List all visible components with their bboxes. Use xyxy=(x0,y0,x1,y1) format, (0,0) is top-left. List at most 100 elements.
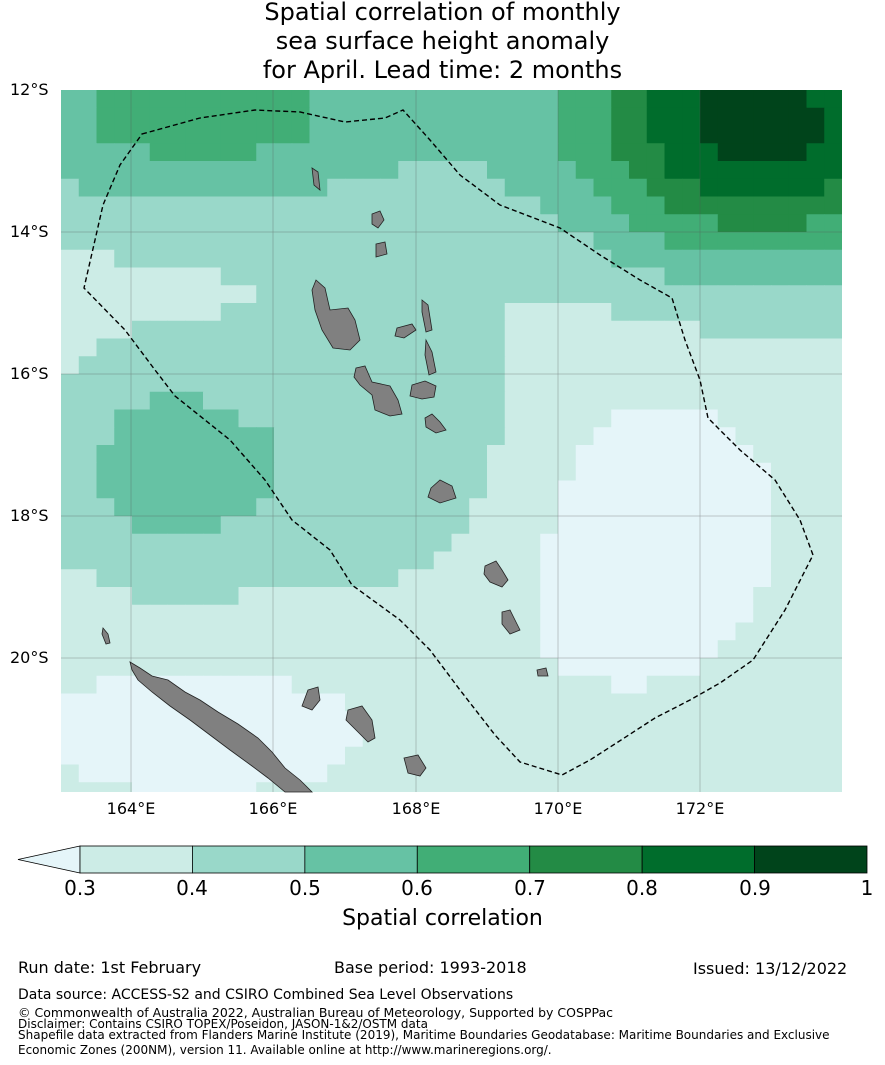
correlation-cell xyxy=(753,729,772,748)
correlation-cell xyxy=(185,232,204,251)
correlation-cell xyxy=(504,214,523,233)
correlation-cell xyxy=(220,445,239,464)
correlation-cell xyxy=(575,409,594,428)
correlation-cell xyxy=(451,533,470,552)
correlation-cell xyxy=(504,640,523,659)
correlation-cell xyxy=(327,782,346,792)
correlation-cell xyxy=(362,267,381,286)
correlation-cell xyxy=(717,658,736,677)
colorbar-segment xyxy=(754,845,868,874)
correlation-cell xyxy=(806,569,825,588)
correlation-cell xyxy=(61,320,80,339)
correlation-cell xyxy=(753,267,772,286)
correlation-cell xyxy=(753,409,772,428)
correlation-cell xyxy=(824,640,842,659)
correlation-cell xyxy=(753,764,772,783)
correlation-cell xyxy=(309,391,328,410)
correlation-cell xyxy=(167,267,186,286)
correlation-cell xyxy=(522,480,541,499)
correlation-cell xyxy=(78,90,97,109)
correlation-cell xyxy=(593,604,612,623)
correlation-cell xyxy=(203,356,222,375)
correlation-cell xyxy=(771,782,790,792)
correlation-cell xyxy=(96,587,115,606)
correlation-cell xyxy=(185,391,204,410)
correlation-cell xyxy=(167,622,186,641)
correlation-cell xyxy=(469,746,488,765)
correlation-cell xyxy=(771,658,790,677)
correlation-cell xyxy=(487,90,506,109)
correlation-cell xyxy=(220,498,239,517)
correlation-cell xyxy=(96,445,115,464)
correlation-cell xyxy=(220,196,239,215)
correlation-cell xyxy=(96,303,115,322)
correlation-cell xyxy=(451,356,470,375)
correlation-cell xyxy=(558,551,577,570)
correlation-cell xyxy=(451,125,470,144)
correlation-cell xyxy=(114,569,133,588)
correlation-cell xyxy=(522,267,541,286)
correlation-cell xyxy=(238,303,257,322)
correlation-cell xyxy=(114,764,133,783)
correlation-cell xyxy=(256,161,275,180)
correlation-cell xyxy=(487,232,506,251)
correlation-cell xyxy=(291,338,310,357)
correlation-cell xyxy=(682,711,701,730)
correlation-cell xyxy=(61,232,80,251)
lat-label-16s: 16°S xyxy=(10,364,49,383)
correlation-cell xyxy=(771,356,790,375)
correlation-cell xyxy=(380,516,399,535)
correlation-cell xyxy=(806,356,825,375)
correlation-cell xyxy=(700,622,719,641)
correlation-cell xyxy=(664,498,683,517)
correlation-cell xyxy=(806,143,825,162)
correlation-cell xyxy=(185,374,204,393)
correlation-cell xyxy=(309,267,328,286)
correlation-cell xyxy=(824,604,842,623)
correlation-cell xyxy=(362,161,381,180)
correlation-cell xyxy=(416,232,435,251)
correlation-cell xyxy=(753,285,772,304)
correlation-cell xyxy=(256,604,275,623)
correlation-cell xyxy=(327,214,346,233)
correlation-cell xyxy=(398,729,417,748)
correlation-cell xyxy=(451,569,470,588)
correlation-cell xyxy=(362,303,381,322)
correlation-cell xyxy=(753,658,772,677)
correlation-cell xyxy=(717,569,736,588)
correlation-cell xyxy=(416,143,435,162)
correlation-cell xyxy=(274,622,293,641)
correlation-cell xyxy=(96,143,115,162)
correlation-cell xyxy=(203,285,222,304)
correlation-cell xyxy=(203,462,222,481)
correlation-cell xyxy=(132,391,151,410)
correlation-cell xyxy=(61,498,80,517)
correlation-cell xyxy=(717,267,736,286)
correlation-cell xyxy=(558,675,577,694)
correlation-cell xyxy=(629,107,648,126)
correlation-cell xyxy=(682,782,701,792)
correlation-cell xyxy=(167,125,186,144)
data-source: Data source: ACCESS-S2 and CSIRO Combine… xyxy=(18,987,514,1003)
correlation-cell xyxy=(806,285,825,304)
correlation-cell xyxy=(256,693,275,712)
correlation-cell xyxy=(220,232,239,251)
correlation-cell xyxy=(185,143,204,162)
correlation-cell xyxy=(522,711,541,730)
correlation-cell xyxy=(540,622,559,641)
correlation-cell xyxy=(806,90,825,109)
correlation-cell xyxy=(291,711,310,730)
correlation-cell xyxy=(646,196,665,215)
correlation-cell xyxy=(593,622,612,641)
correlation-cell xyxy=(824,338,842,357)
correlation-cell xyxy=(753,232,772,251)
correlation-cell xyxy=(664,303,683,322)
correlation-cell xyxy=(149,90,168,109)
correlation-cell xyxy=(575,249,594,268)
correlation-cell xyxy=(487,533,506,552)
correlation-cell xyxy=(167,249,186,268)
correlation-cell xyxy=(558,374,577,393)
correlation-cell xyxy=(700,445,719,464)
correlation-cell xyxy=(274,374,293,393)
correlation-cell xyxy=(717,462,736,481)
